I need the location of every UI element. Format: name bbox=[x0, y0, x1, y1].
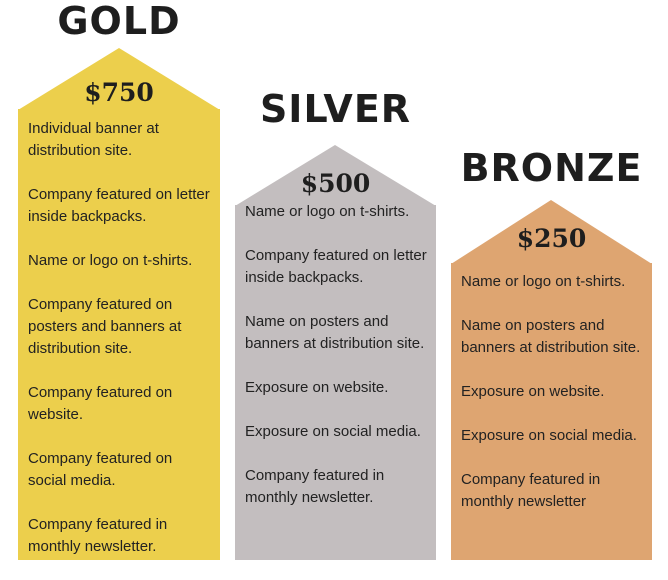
tier-card: $500 Name or logo on t-shirts. Company f… bbox=[235, 145, 436, 560]
feature-item: Company featured on letter inside backpa… bbox=[245, 247, 427, 286]
tier-silver: SILVER $500 Name or logo on t-shirts. Co… bbox=[235, 0, 436, 560]
feature-item: Name on posters and banners at distribut… bbox=[461, 317, 641, 356]
tier-title: BRONZE bbox=[460, 146, 643, 190]
feature-item: Company featured on social media. bbox=[28, 450, 173, 489]
feature-list: Name or logo on t-shirts. Company featur… bbox=[245, 201, 428, 531]
feature-item: Exposure on social media. bbox=[245, 423, 421, 440]
tier-card: $250 Name or logo on t-shirts. Name on p… bbox=[451, 200, 652, 560]
tier-card: $750 Individual banner at distribution s… bbox=[18, 48, 220, 560]
tier-title: GOLD bbox=[57, 0, 181, 43]
tier-price: $500 bbox=[300, 169, 371, 198]
tier-title: SILVER bbox=[259, 87, 412, 131]
feature-item: Company featured in monthly newsletter. bbox=[28, 516, 168, 555]
tier-price: $250 bbox=[516, 224, 587, 253]
card-roof bbox=[235, 145, 436, 206]
feature-item: Name or logo on t-shirts. bbox=[28, 252, 193, 269]
feature-item: Company featured on posters and banners … bbox=[28, 296, 182, 357]
card-roof bbox=[18, 48, 220, 110]
feature-list: Name or logo on t-shirts. Name on poster… bbox=[461, 271, 644, 535]
feature-list: Individual banner at distribution site. … bbox=[28, 118, 212, 580]
tier-price: $750 bbox=[84, 78, 154, 107]
feature-item: Name or logo on t-shirts. bbox=[245, 203, 410, 220]
card-roof bbox=[451, 200, 652, 264]
feature-item: Name or logo on t-shirts. bbox=[461, 273, 626, 290]
feature-item: Exposure on website. bbox=[245, 379, 389, 396]
feature-item: Company featured in monthly newsletter. bbox=[245, 467, 385, 506]
tier-gold: GOLD $750 Individual banner at distribut… bbox=[18, 0, 220, 560]
card-body bbox=[451, 263, 652, 560]
card-body bbox=[235, 205, 436, 560]
feature-item: Company featured in monthly newsletter bbox=[461, 471, 601, 510]
tier-bronze: BRONZE $250 Name or logo on t-shirts. Na… bbox=[451, 0, 652, 560]
feature-item: Exposure on website. bbox=[461, 383, 605, 400]
feature-item: Company featured on letter inside backpa… bbox=[28, 186, 210, 225]
feature-item: Exposure on social media. bbox=[461, 427, 637, 444]
feature-item: Name on posters and banners at distribut… bbox=[245, 313, 425, 352]
feature-item: Individual banner at distribution site. bbox=[28, 120, 159, 159]
card-body bbox=[18, 109, 220, 560]
feature-item: Company featured on website. bbox=[28, 384, 173, 423]
